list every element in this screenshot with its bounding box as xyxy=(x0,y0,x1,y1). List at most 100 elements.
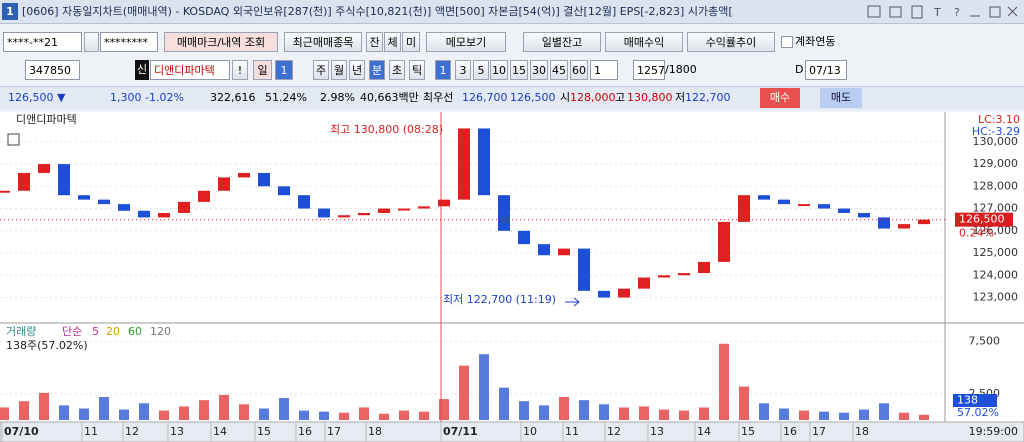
volume-bar xyxy=(359,407,369,420)
candle xyxy=(178,201,190,213)
y-tick-label: 128,000 xyxy=(973,179,1019,192)
quote-field: 130,800 xyxy=(627,91,673,104)
candle xyxy=(658,275,670,278)
candle xyxy=(318,208,330,218)
toolbar-item[interactable]: 일 xyxy=(253,60,272,80)
x-tick-label: 18 xyxy=(368,425,382,438)
volume-pct: 57.02% xyxy=(957,406,999,419)
toolbar-item[interactable]: 3 xyxy=(455,60,471,80)
toolbar-item[interactable]: 년 xyxy=(349,60,365,80)
volume-bar xyxy=(659,409,669,420)
recent-button[interactable]: 최근매매종목 xyxy=(284,32,362,52)
hc-label: HC:-3.29 xyxy=(972,125,1020,138)
tab-button[interactable]: 미 xyxy=(402,32,420,52)
toolbar-item[interactable]: 월 xyxy=(331,60,347,80)
toolbar-item[interactable]: 10 xyxy=(490,60,508,80)
volume-bar xyxy=(819,411,829,420)
volume-bar xyxy=(19,401,29,420)
toolbar-item[interactable]: 60 xyxy=(570,60,588,80)
toolbar-item: D xyxy=(795,63,804,76)
y-tick-label: 126,000 xyxy=(973,224,1019,237)
title-bar xyxy=(0,0,1024,24)
volume-bar xyxy=(439,399,449,420)
candle xyxy=(538,244,550,256)
toolbar-item[interactable]: 1 xyxy=(275,60,293,80)
quote-field: -1.02% xyxy=(145,91,184,104)
volume-bar xyxy=(399,410,409,420)
toolbar-item[interactable]: 분 xyxy=(369,60,385,80)
low-arrow xyxy=(565,297,580,307)
candle xyxy=(818,204,830,209)
svg-text:T: T xyxy=(933,6,941,19)
low-note: 최저 122,700 (11:19) xyxy=(443,293,556,306)
tab-button[interactable]: 잔 xyxy=(366,32,383,52)
candle xyxy=(638,277,650,289)
volume-bar xyxy=(679,410,689,420)
candle xyxy=(78,195,90,200)
quote-field: 고 xyxy=(615,91,626,104)
volume-bar xyxy=(339,412,349,420)
x-tick-label: 13 xyxy=(650,425,664,438)
toolbar-item[interactable]: 30 xyxy=(530,60,548,80)
candle xyxy=(258,172,270,187)
candle xyxy=(378,208,390,213)
candle xyxy=(278,186,290,196)
toolbar-item[interactable]: 틱 xyxy=(409,60,425,80)
quote-field[interactable]: 매도 xyxy=(820,88,862,108)
candle xyxy=(338,215,350,218)
memo-button[interactable]: 메모보기 xyxy=(426,32,506,52)
quote-field: 최우선 xyxy=(423,91,454,104)
volume-bar xyxy=(739,386,749,420)
candle xyxy=(558,248,570,256)
profit-button[interactable]: 매매수익 xyxy=(605,32,683,52)
tab-button[interactable]: 체 xyxy=(384,32,401,52)
volume-bar xyxy=(199,400,209,420)
toolbar-item: 1 xyxy=(590,60,618,80)
quote-field: 126,500 ▼ xyxy=(8,91,66,104)
quote-field: 128,000 xyxy=(570,91,616,104)
candle xyxy=(718,221,730,262)
daily-button[interactable]: 일별잔고 xyxy=(523,32,601,52)
dropdown[interactable] xyxy=(84,32,99,52)
volume-bar xyxy=(119,409,129,420)
candle xyxy=(458,128,470,200)
volume-bar xyxy=(39,392,49,420)
candle xyxy=(298,195,310,209)
volume-bar xyxy=(919,414,929,420)
query-button[interactable]: 매매마크/내역 조회 xyxy=(164,32,278,52)
y-tick-label: 7,500 xyxy=(969,335,1001,348)
toolbar-item[interactable]: 45 xyxy=(550,60,568,80)
toolbar-item[interactable]: 초 xyxy=(389,60,405,80)
y-tick-label: 127,000 xyxy=(973,202,1019,215)
candle xyxy=(238,172,250,178)
x-axis-bg xyxy=(0,421,1024,442)
volume-note: 138주(57.02%) xyxy=(6,339,88,352)
volume-bar xyxy=(559,397,569,420)
toolbar-item[interactable]: ! xyxy=(232,60,248,80)
volume-bar xyxy=(899,412,909,420)
toolbar-item[interactable]: 주 xyxy=(313,60,329,80)
x-tick-label: 18 xyxy=(855,425,869,438)
chart: 123,000 124,000 125,000 126,000 127,000 128,0… xyxy=(0,112,1024,442)
volume-bar xyxy=(59,405,69,420)
x-tick-label: 17 xyxy=(327,425,341,438)
volume-legend: 20 xyxy=(106,325,120,338)
checkbox[interactable] xyxy=(781,36,793,48)
toolbar-item[interactable]: 1 xyxy=(435,60,451,80)
x-tick-label: 13 xyxy=(170,425,184,438)
volume-bar xyxy=(79,408,89,420)
volume-bar xyxy=(599,404,609,420)
quote-field: 2.98% xyxy=(320,91,355,104)
yield-button[interactable]: 수익률추이 xyxy=(687,32,775,52)
candle xyxy=(738,195,750,222)
quote-field: 51.24% xyxy=(265,91,307,104)
volume-bar xyxy=(579,400,589,420)
volume-bar xyxy=(279,398,289,420)
toolbar-item[interactable]: 5 xyxy=(473,60,489,80)
volume-bar xyxy=(99,397,109,420)
y-tick-label: 129,000 xyxy=(973,157,1019,170)
toolbar-item[interactable]: 15 xyxy=(510,60,528,80)
quote-field: 40,663백만 xyxy=(360,91,419,104)
x-tick-label: 10 xyxy=(523,425,537,438)
quote-field[interactable]: 매수 xyxy=(760,88,800,108)
